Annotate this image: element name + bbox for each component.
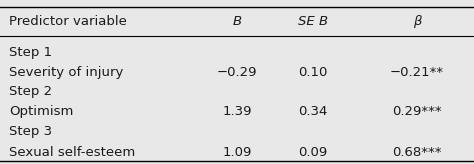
- Text: 0.10: 0.10: [298, 66, 328, 79]
- Text: 0.29***: 0.29***: [392, 105, 442, 118]
- Text: B: B: [232, 15, 242, 28]
- Text: 0.68***: 0.68***: [392, 146, 442, 159]
- Text: β: β: [413, 15, 421, 28]
- Text: 0.34: 0.34: [298, 105, 328, 118]
- Text: Severity of injury: Severity of injury: [9, 66, 124, 79]
- Text: Predictor variable: Predictor variable: [9, 15, 128, 28]
- Text: SE B: SE B: [298, 15, 328, 28]
- Text: Sexual self-esteem: Sexual self-esteem: [9, 146, 136, 159]
- Text: 1.09: 1.09: [222, 146, 252, 159]
- Text: Step 3: Step 3: [9, 125, 53, 138]
- Text: 0.09: 0.09: [298, 146, 328, 159]
- Text: Step 1: Step 1: [9, 46, 53, 59]
- Text: 1.39: 1.39: [222, 105, 252, 118]
- Text: Step 2: Step 2: [9, 85, 53, 98]
- Text: Optimism: Optimism: [9, 105, 74, 118]
- Text: −0.29: −0.29: [217, 66, 257, 79]
- Text: −0.21**: −0.21**: [390, 66, 444, 79]
